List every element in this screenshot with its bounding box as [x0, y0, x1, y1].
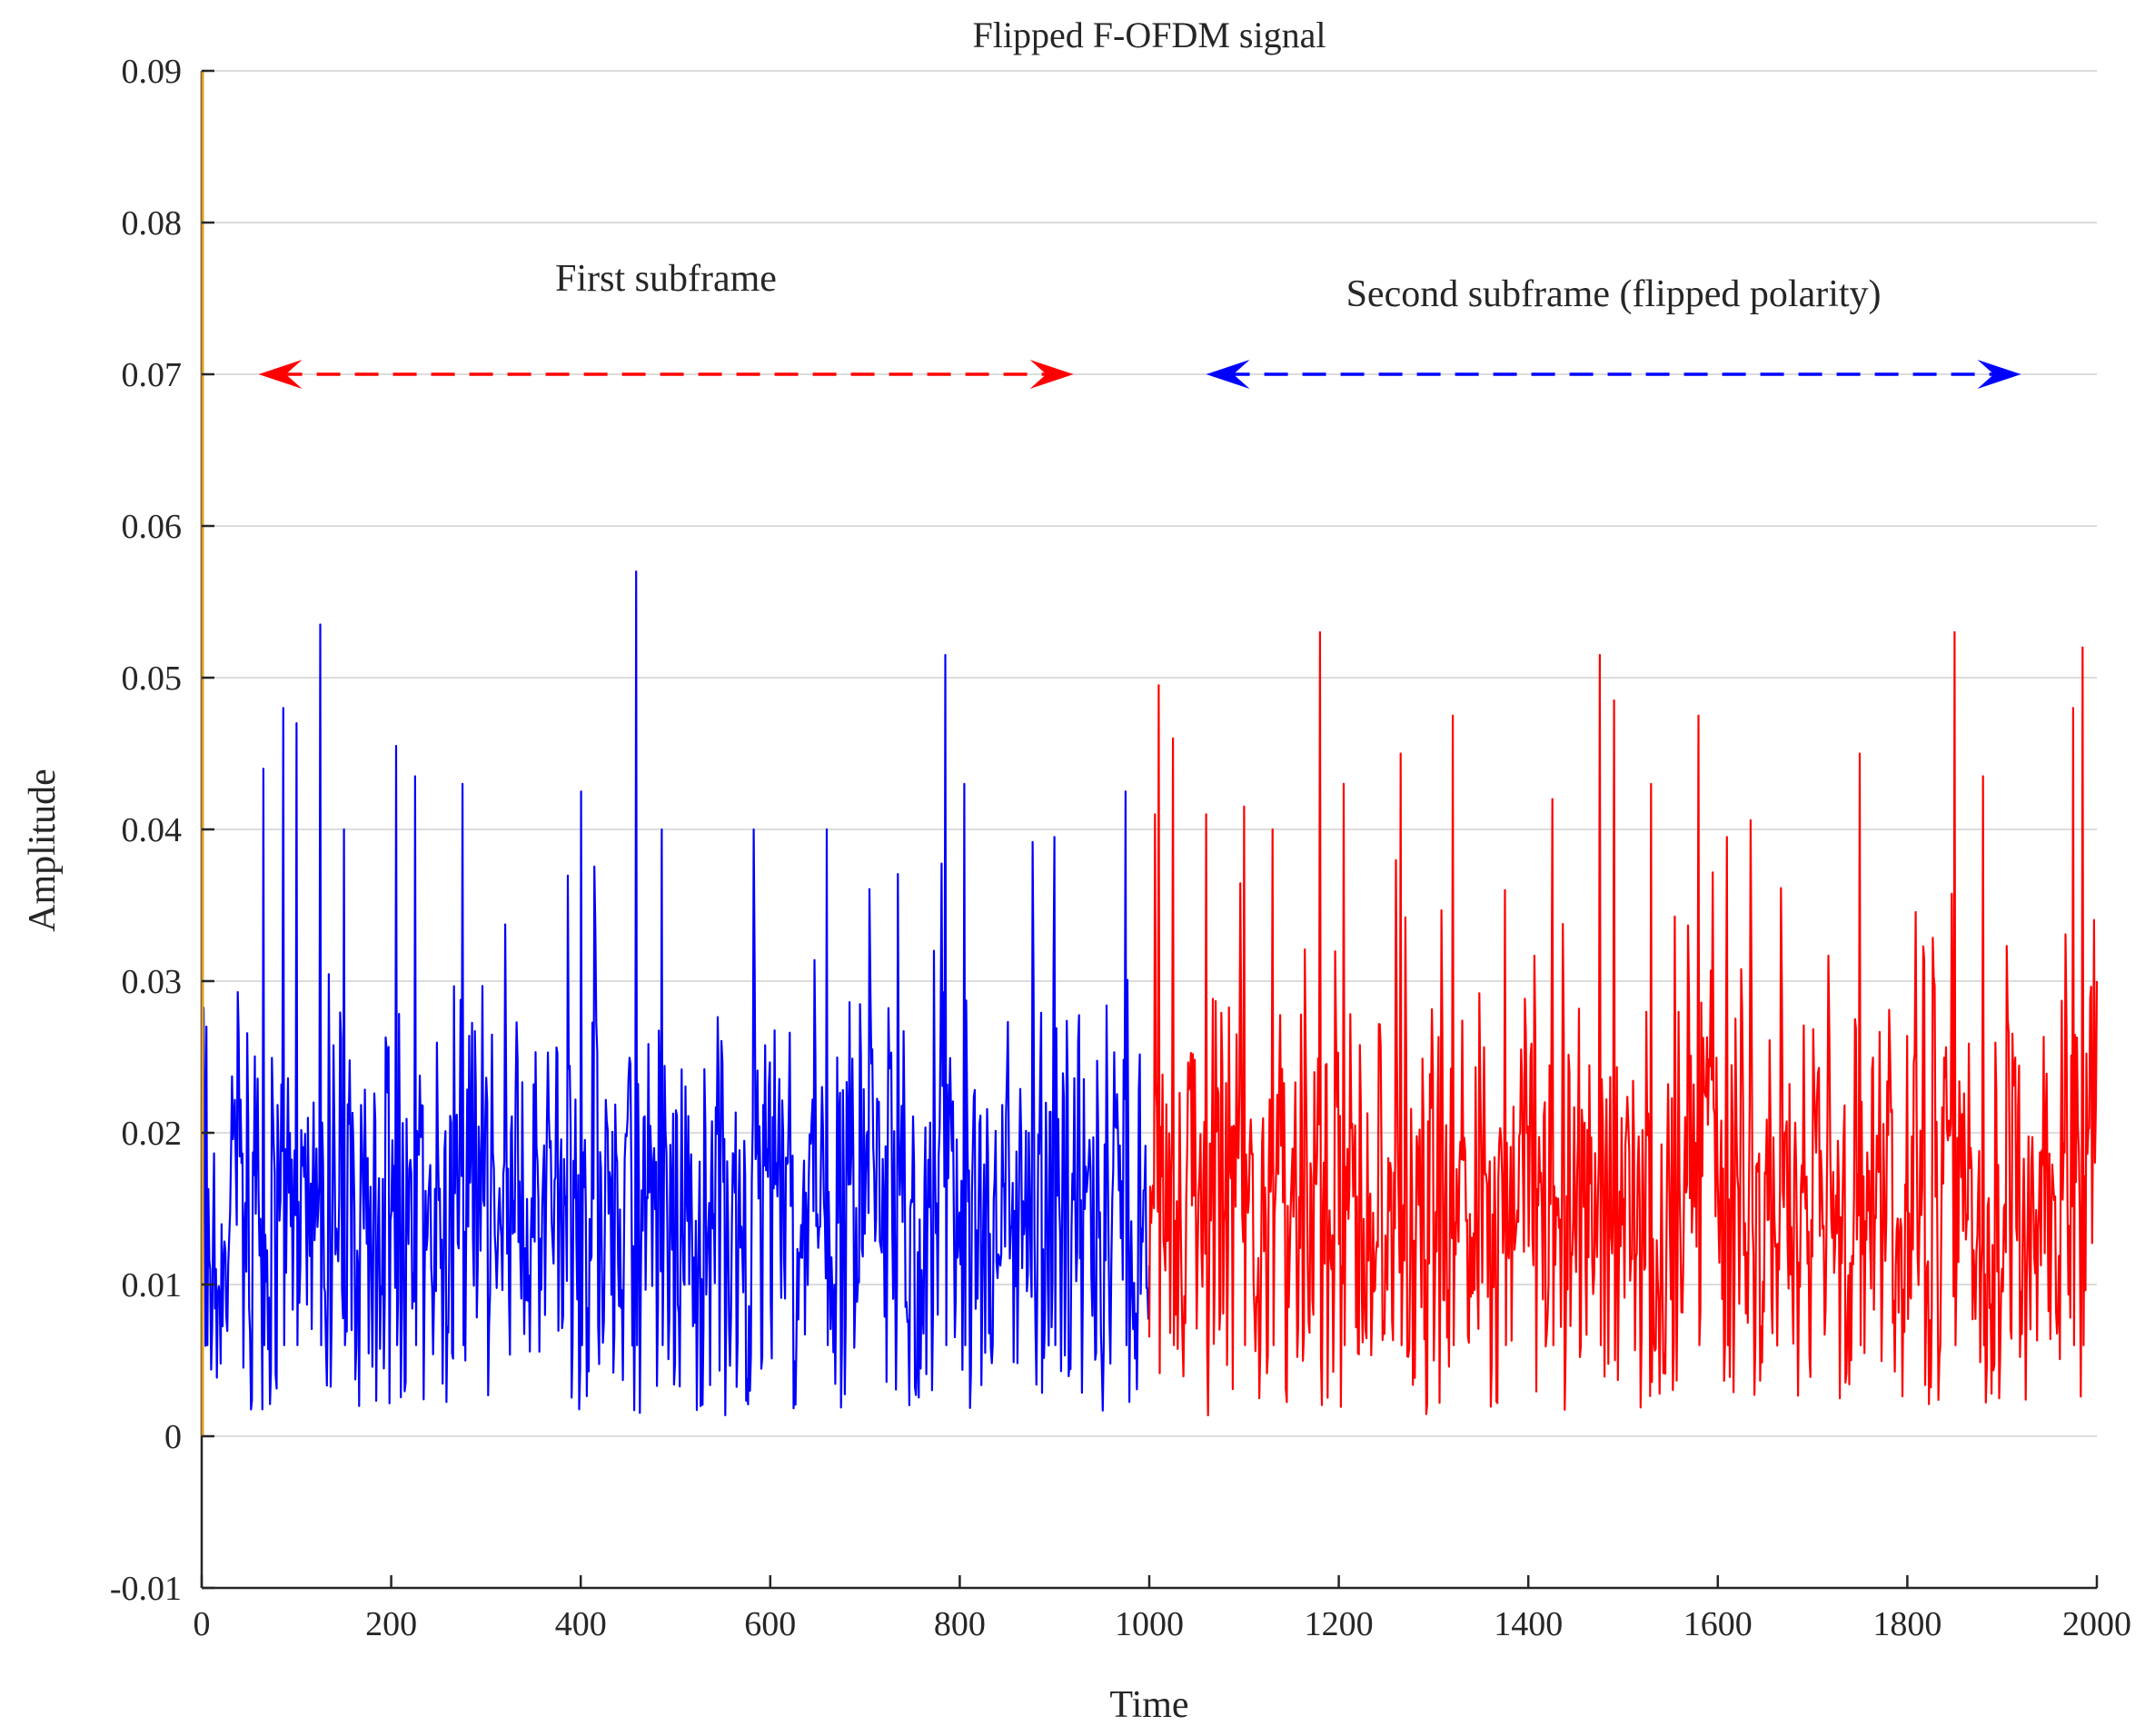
- y-tick-label: 0.06: [122, 508, 183, 546]
- y-tick-label: 0.08: [122, 204, 183, 243]
- arrow-head-left: [258, 360, 303, 389]
- x-tick-label: 600: [744, 1605, 796, 1643]
- y-tick-label: 0.05: [122, 660, 183, 698]
- arrow-head-right: [1977, 360, 2021, 389]
- y-tick-label: -0.01: [110, 1570, 182, 1608]
- annotations: First subframe Second subframe (flipped p…: [258, 258, 2021, 389]
- x-tick-label: 200: [365, 1605, 417, 1643]
- y-tick-label: 0.04: [122, 811, 183, 849]
- x-tick-label: 1200: [1305, 1605, 1374, 1643]
- x-tick-label: 2000: [2062, 1605, 2131, 1643]
- x-tick-label: 1800: [1872, 1605, 1941, 1643]
- y-tick-label: 0.01: [122, 1266, 183, 1304]
- x-tick-label: 400: [555, 1605, 607, 1643]
- annotation-label-1: First subframe: [555, 258, 777, 300]
- x-tick-label: 1600: [1683, 1605, 1753, 1643]
- annotation-arrow-2: [1206, 360, 2021, 389]
- chart-title: Flipped F-OFDM signal: [973, 15, 1326, 55]
- x-axis-title: Time: [1109, 1684, 1188, 1726]
- arrow-head-left: [1206, 360, 1250, 389]
- y-tick-label: 0.09: [122, 53, 183, 91]
- y-axis-title: Amplitude: [22, 769, 64, 932]
- arrow-head-right: [1029, 360, 1074, 389]
- series-lines: [200, 570, 2099, 1417]
- series-line-1: [200, 570, 1151, 1416]
- series-line-2: [1147, 630, 2099, 1417]
- x-tick-label: 1400: [1494, 1605, 1563, 1643]
- axes: [200, 69, 2099, 1590]
- tick-labels: 0 200 400 600 800 1000 1200 1400 1600 1800 2000 -0.…: [110, 53, 2131, 1643]
- y-tick-label: 0.07: [122, 356, 183, 394]
- y-tick-label: 0.02: [122, 1115, 183, 1153]
- x-tick-label: 1000: [1115, 1605, 1184, 1643]
- x-tick-label: 800: [934, 1605, 986, 1643]
- annotation-arrow-1: [258, 360, 1074, 389]
- annotation-label-2: Second subframe (flipped polarity): [1346, 273, 1882, 315]
- y-tick-label: 0: [164, 1418, 182, 1456]
- y-tick-label: 0.03: [122, 963, 183, 1001]
- x-tick-label: 0: [194, 1605, 211, 1643]
